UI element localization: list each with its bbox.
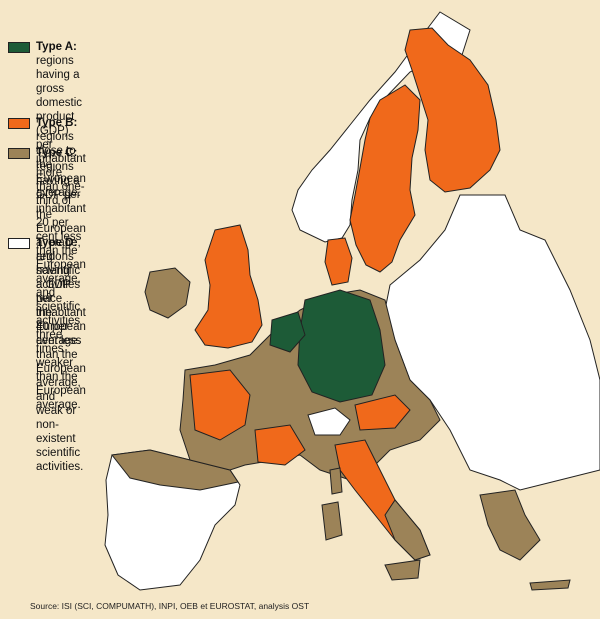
legend-text-line: European average, and scientific activit… — [36, 223, 86, 305]
legend-text-line: average. — [36, 399, 81, 411]
legend-text-line: non-existent — [36, 419, 76, 445]
legend-label-type-c: Type C: — [36, 147, 78, 159]
legend-text-line: weaker than the European — [36, 357, 86, 397]
sardinia-region — [321, 501, 343, 541]
legend-label-type-a: Type A: — [36, 41, 77, 53]
sweden-region — [349, 84, 421, 273]
swatch-type-a — [8, 42, 30, 53]
legend-text-line: than the European — [36, 349, 86, 375]
legend-text-line: a GDP per inhabitant — [36, 279, 86, 319]
legend-text-line: 20 per cent less than the European avera… — [36, 217, 86, 285]
legend-label-type-b: Type B: — [36, 117, 78, 129]
source-note: Source: ISI (SCI, COMPUMATH), INPI, OEB … — [30, 601, 310, 611]
sicily-region — [384, 559, 421, 581]
swatch-type-b — [8, 118, 30, 129]
germany-region — [297, 289, 386, 403]
swatch-type-c — [8, 148, 30, 159]
finland-region — [404, 27, 501, 193]
legend-text-line: the European average. — [36, 307, 86, 347]
switzerland-region — [307, 407, 351, 436]
iberia-north-region — [111, 449, 239, 491]
ireland-region — [144, 267, 191, 319]
denmark-region — [324, 237, 353, 286]
legend-text-line: and scientific activities three times — [36, 287, 81, 355]
great-britain-region — [194, 224, 263, 349]
legend-label-type-d: Type D: — [36, 237, 78, 249]
benelux-region — [269, 311, 306, 353]
legend-text-line: regions close to the European average. — [36, 131, 86, 199]
legend-text-line: weak or — [36, 405, 77, 417]
legend-text-line: (GDP) per inhabitant more than one-third… — [36, 125, 86, 221]
eastern-europe-region — [384, 194, 600, 491]
legend-text-line: average, and — [36, 377, 81, 403]
legend-text-line: scientific activities. — [36, 447, 84, 473]
france-west-region — [189, 369, 251, 441]
france-south-region — [254, 424, 306, 466]
corsica-region — [329, 467, 343, 495]
italy-south-region — [384, 499, 431, 561]
legend-text-line: regions having a gross domestic product — [36, 55, 83, 123]
legend-text-line: 40 per cent less — [36, 321, 82, 347]
legend-text-line: regions having a GDP per inhabitant — [36, 161, 86, 215]
greece-region — [479, 489, 541, 561]
crete-region — [529, 579, 571, 591]
austria-region — [354, 394, 411, 431]
swatch-type-d — [8, 238, 30, 249]
legend-text-line: regions having — [36, 251, 74, 277]
